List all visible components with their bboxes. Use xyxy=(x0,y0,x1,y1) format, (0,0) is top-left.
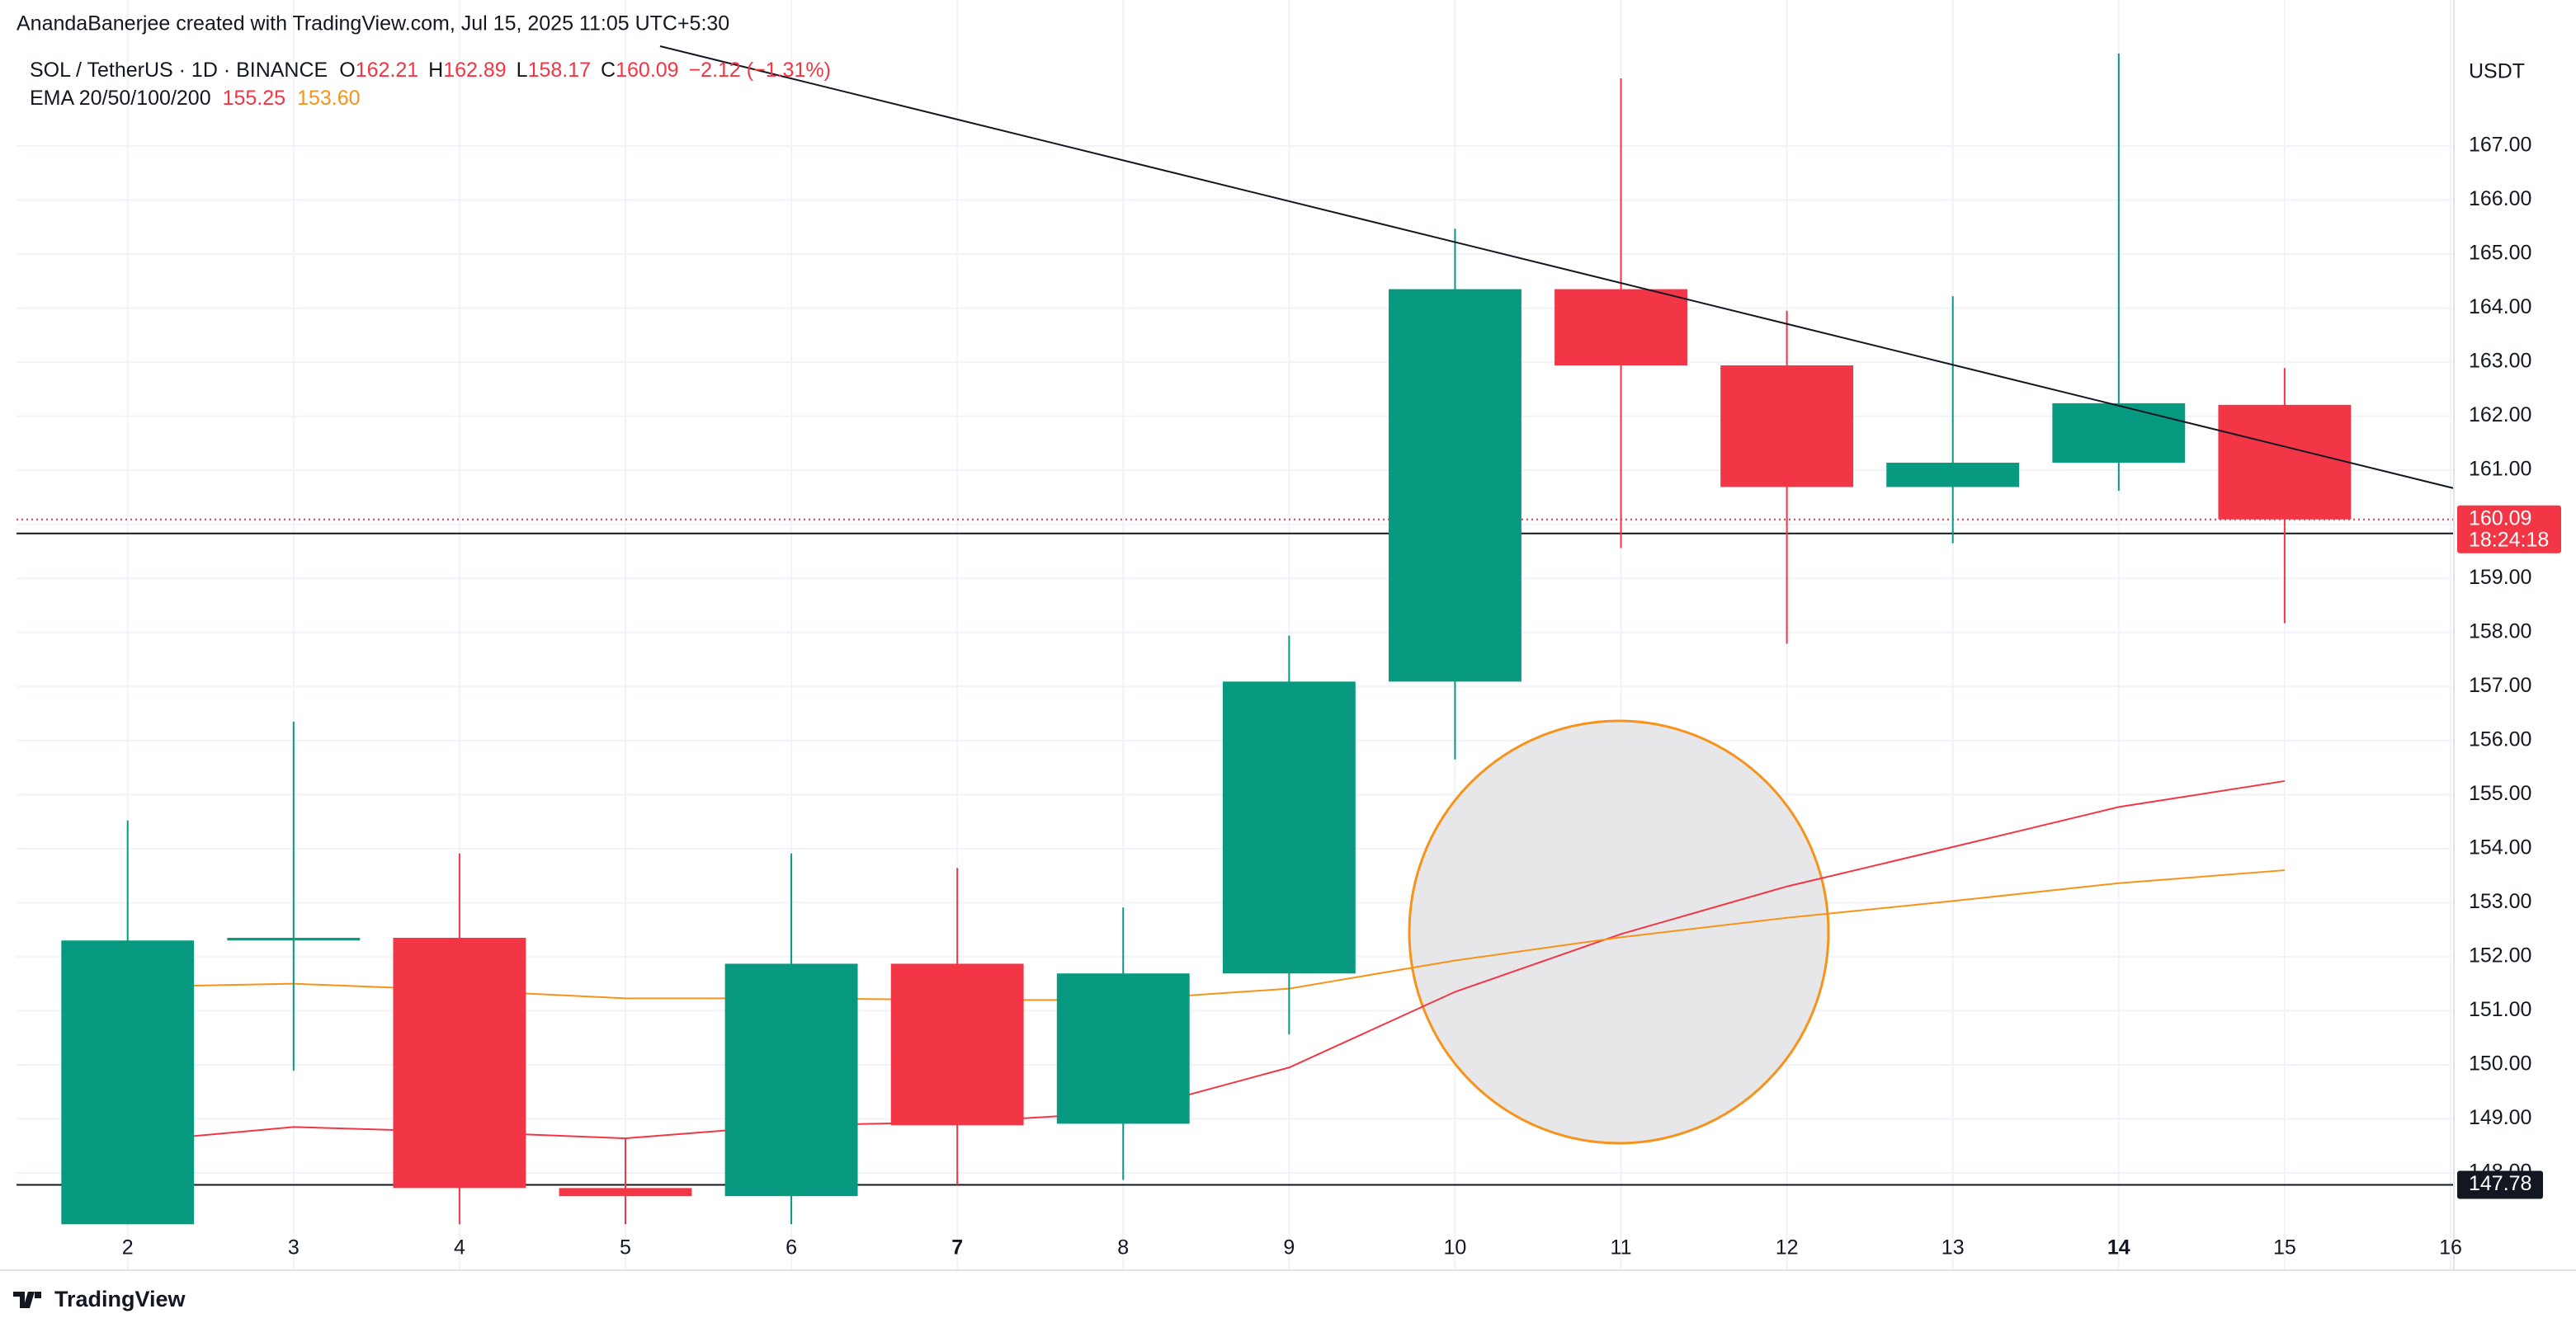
x-tick-label: 10 xyxy=(1444,1236,1467,1259)
x-tick-label: 7 xyxy=(951,1236,963,1259)
trendline xyxy=(659,45,2455,489)
y-tick-label: 149.00 xyxy=(2469,1106,2531,1129)
legend-item: SOL / TetherUS · 1D · BINANCE xyxy=(30,59,328,82)
y-tick-label: 165.00 xyxy=(2469,242,2531,265)
legend-item: 160.09 xyxy=(616,59,678,82)
y-tick-label: 159.00 xyxy=(2469,566,2531,589)
highlight-circle xyxy=(1408,719,1830,1145)
candle-body xyxy=(1389,289,1522,682)
y-tick-label: 162.00 xyxy=(2469,403,2531,426)
header: AnandaBanerjee created with TradingView.… xyxy=(17,12,729,35)
x-tick-label: 8 xyxy=(1117,1236,1129,1259)
x-tick-label: 16 xyxy=(2439,1236,2462,1259)
legend-item: EMA 20/50/100/200 xyxy=(30,87,211,110)
x-tick-label: 2 xyxy=(122,1236,134,1259)
y-tick-label: 154.00 xyxy=(2469,836,2531,859)
legend-item: O xyxy=(339,59,355,82)
x-tick-label: 9 xyxy=(1283,1236,1295,1259)
y-tick-label: 151.00 xyxy=(2469,998,2531,1021)
y-tick-label: 153.00 xyxy=(2469,890,2531,913)
last-price-label-countdown: 18:24:18 xyxy=(2469,528,2549,551)
candle-body xyxy=(2218,404,2352,520)
indicator-legend: EMA 20/50/100/200 155.25 153.60 xyxy=(30,87,361,110)
candle-body xyxy=(890,963,1024,1126)
candle-body xyxy=(393,937,526,1189)
logo-icon xyxy=(13,1292,41,1308)
x-tick-label: 6 xyxy=(786,1236,797,1259)
candle-body xyxy=(1222,681,1356,974)
last-price-label: 160.09 xyxy=(2469,506,2531,530)
legend-item: H xyxy=(428,59,443,82)
candle-body xyxy=(724,963,858,1197)
legend-item: L xyxy=(517,59,528,82)
plot xyxy=(17,53,2454,1225)
x-tick-label: 14 xyxy=(2107,1236,2130,1259)
x-tick-label: 3 xyxy=(288,1236,300,1259)
y-tick-label: 167.00 xyxy=(2469,134,2531,157)
y-tick-label: 161.00 xyxy=(2469,458,2531,481)
x-tick-label: 13 xyxy=(1941,1236,1965,1259)
candle-body xyxy=(1056,973,1190,1124)
axes: 148.00149.00150.00151.00152.00153.00154.… xyxy=(122,134,2561,1259)
x-tick-label: 12 xyxy=(1776,1236,1799,1259)
candle-body xyxy=(1555,289,1687,365)
candle-body xyxy=(1720,365,1854,487)
y-tick-label: 152.00 xyxy=(2469,944,2531,968)
last-price-label-box xyxy=(2457,505,2561,553)
legend-item: C xyxy=(601,59,616,82)
y-tick-label: 166.00 xyxy=(2469,187,2531,210)
y-tick-label: 155.00 xyxy=(2469,782,2531,805)
candle-body xyxy=(1886,462,2020,487)
y-tick-label: 150.00 xyxy=(2469,1052,2531,1076)
candle-body xyxy=(2052,403,2186,463)
footer-text: TradingView xyxy=(54,1287,186,1311)
legend-item: 153.60 xyxy=(297,87,360,110)
candle-body xyxy=(227,937,361,941)
y-tick-label: 156.00 xyxy=(2469,727,2531,751)
x-tick-label: 4 xyxy=(454,1236,465,1259)
x-tick-label: 5 xyxy=(620,1236,631,1259)
candle-body xyxy=(61,940,195,1225)
footer-logo: TradingView xyxy=(13,1287,186,1311)
hline-label-box xyxy=(2457,1170,2543,1199)
y-tick-label: 164.00 xyxy=(2469,295,2531,318)
currency: USDT xyxy=(2469,60,2525,83)
x-tick-label: 11 xyxy=(1611,1236,1632,1259)
legend-item: 162.89 xyxy=(443,59,506,82)
symbol-legend: SOL / TetherUS · 1D · BINANCE O162.21 H162… xyxy=(30,59,831,82)
x-tick-label: 15 xyxy=(2273,1236,2296,1259)
candle-body xyxy=(559,1188,692,1197)
y-tick-label: 158.00 xyxy=(2469,619,2531,643)
y-tick-label: 157.00 xyxy=(2469,674,2531,697)
legend-item: 155.25 xyxy=(223,87,285,110)
legend-item: 158.17 xyxy=(528,59,591,82)
legend-item: −2.12 (−1.31%) xyxy=(689,59,831,82)
legend-item: 162.21 xyxy=(356,59,418,82)
y-tick-label: 163.00 xyxy=(2469,350,2531,373)
hline-label: 147.78 xyxy=(2469,1172,2531,1195)
